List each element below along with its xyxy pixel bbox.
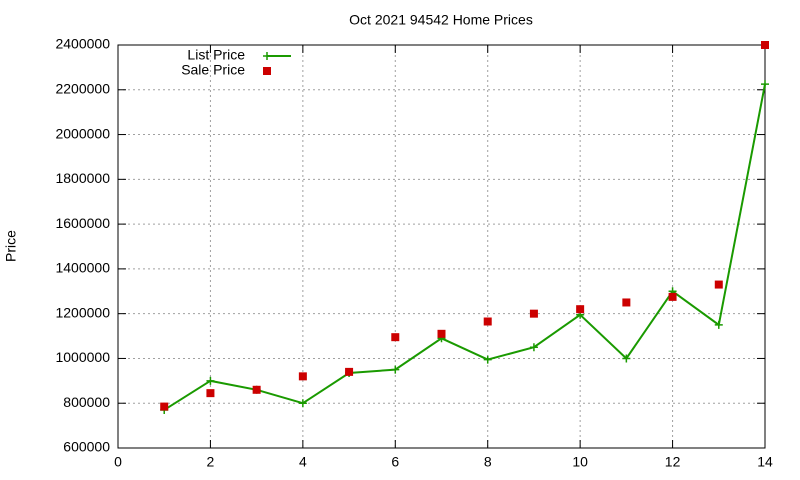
x-tick-label: 4 xyxy=(299,454,307,470)
point xyxy=(714,320,723,329)
point xyxy=(761,80,769,89)
point xyxy=(160,402,169,411)
point xyxy=(345,367,354,376)
legend-label: List Price xyxy=(187,47,245,63)
x-tick-label: 12 xyxy=(665,454,681,470)
point xyxy=(529,343,538,352)
point xyxy=(529,309,538,318)
point xyxy=(391,365,400,374)
plot-border xyxy=(117,44,766,449)
x-tick-label: 6 xyxy=(391,454,399,470)
y-tick-label: 1600000 xyxy=(55,215,110,231)
point xyxy=(622,298,631,307)
y-tick-label: 2200000 xyxy=(55,80,110,96)
point xyxy=(576,305,585,314)
point xyxy=(761,41,769,49)
y-tick-label: 1400000 xyxy=(55,260,110,276)
y-tick-label: 2400000 xyxy=(55,36,110,52)
y-tick-label: 1800000 xyxy=(55,170,110,186)
y-tick-label: 1200000 xyxy=(55,304,110,320)
y-axis-label: Price xyxy=(3,230,19,262)
chart-title: Oct 2021 94542 Home Prices xyxy=(349,12,533,28)
y-tick-label: 600000 xyxy=(63,439,110,455)
point xyxy=(252,385,261,394)
legend-swatch xyxy=(263,52,271,60)
point xyxy=(622,354,631,363)
y-tick-label: 1000000 xyxy=(55,349,110,365)
x-tick-label: 2 xyxy=(207,454,215,470)
point xyxy=(714,280,723,289)
x-tick-label: 0 xyxy=(114,454,122,470)
legend-label: Sale Price xyxy=(181,62,245,78)
point xyxy=(668,292,677,301)
x-tick-label: 10 xyxy=(572,454,588,470)
point xyxy=(483,317,492,326)
x-tick-label: 14 xyxy=(757,454,773,470)
legend-swatch xyxy=(263,67,271,75)
y-tick-label: 800000 xyxy=(63,394,110,410)
point xyxy=(483,355,492,364)
point xyxy=(206,376,215,385)
point xyxy=(298,372,307,381)
x-tick-label: 8 xyxy=(484,454,492,470)
point xyxy=(437,329,446,338)
y-tick-label: 2000000 xyxy=(55,125,110,141)
point xyxy=(391,333,400,342)
point xyxy=(206,389,215,398)
series-line xyxy=(163,83,766,411)
point xyxy=(298,399,307,408)
